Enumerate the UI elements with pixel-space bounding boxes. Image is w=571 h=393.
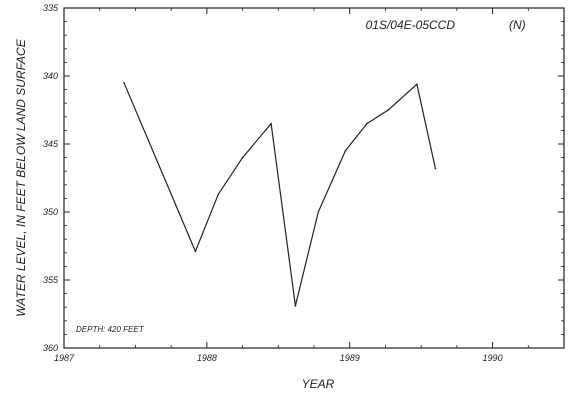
y-tick-label: 360: [43, 343, 58, 353]
y-tick-label: 335: [43, 3, 59, 13]
data-point: [317, 211, 320, 213]
plot-frame: [63, 7, 565, 349]
y-tick-label: 350: [43, 207, 58, 217]
data-point: [294, 305, 297, 307]
data-point: [123, 82, 125, 84]
data-point: [416, 83, 418, 85]
data-point: [387, 109, 390, 111]
well-id-label: 01S/04E-05CCD: [366, 18, 456, 32]
x-tick-label: 1990: [483, 353, 503, 363]
data-point: [344, 150, 347, 152]
y-tick-label: 340: [43, 71, 58, 81]
data-point: [241, 156, 244, 159]
y-tick-label: 355: [43, 275, 59, 285]
depth-label: DEPTH: 420 FEET: [76, 325, 145, 334]
data-points: [123, 82, 437, 307]
x-axis: 1987 1988 1989 1990: [54, 8, 565, 363]
data-point: [194, 250, 197, 253]
y-tick-label: 345: [43, 139, 59, 149]
x-tick-label: 1988: [197, 353, 217, 363]
data-point: [217, 193, 220, 196]
y-axis-title: WATER LEVEL, IN FEET BELOW LAND SURFACE: [14, 38, 28, 316]
x-tick-label: 1987: [54, 353, 75, 363]
data-point: [270, 122, 272, 125]
well-flag-label: (N): [509, 18, 526, 32]
y-axis: 335 340 345 350 355 360: [43, 3, 564, 353]
data-point: [366, 122, 368, 125]
water-level-line: [123, 82, 436, 307]
x-axis-title: YEAR: [302, 377, 335, 391]
x-tick-label: 1989: [340, 353, 360, 363]
data-point: [434, 167, 437, 170]
